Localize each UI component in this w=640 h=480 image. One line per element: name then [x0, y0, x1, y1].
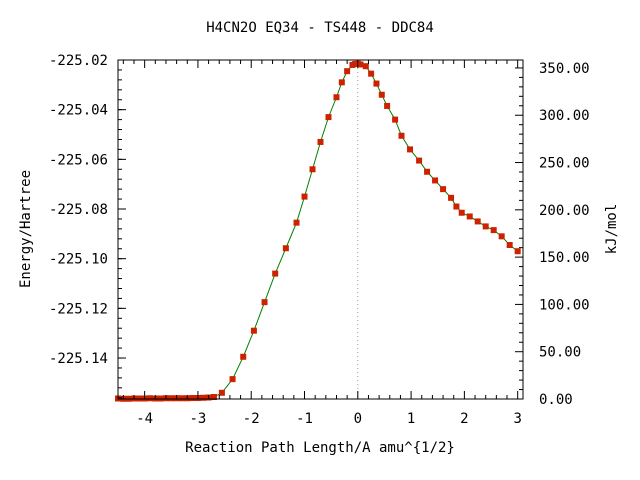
- x-tick-label: -1: [296, 411, 313, 427]
- data-point: [333, 94, 340, 101]
- y-tick-label: -225.14: [49, 351, 108, 367]
- data-point: [362, 63, 369, 70]
- y-tick-label: -225.02: [49, 53, 108, 69]
- data-point: [250, 327, 257, 334]
- y2-tick-label: 350.00: [539, 61, 590, 77]
- plot-axes: -4 -3 -2 -1 0 1 2 3 -225.02 -225.04 -225.06 -225.08…: [49, 53, 590, 427]
- data-point: [392, 116, 399, 123]
- data-point: [293, 219, 300, 226]
- chart-title: H4CN2O EQ34 - TS448 - DDC84: [206, 20, 434, 36]
- y2-tick-label: 300.00: [539, 108, 590, 124]
- x-tick-label: 3: [513, 411, 521, 427]
- x-axis-label: Reaction Path Length/A amu^{1/2}: [185, 440, 455, 456]
- data-point: [344, 68, 351, 75]
- series-line: [117, 63, 518, 400]
- data-point: [317, 138, 324, 145]
- data-point: [301, 193, 308, 200]
- x-tick-label: 2: [460, 411, 468, 427]
- y2-tick-label: 150.00: [539, 250, 590, 266]
- data-point: [448, 194, 455, 201]
- x-tick-label: -2: [243, 411, 260, 427]
- data-point: [440, 186, 447, 193]
- data-point: [398, 132, 405, 139]
- y-tick-label: -225.06: [49, 152, 108, 168]
- y2-tick-label: 200.00: [539, 203, 590, 219]
- y2-tick-label: 50.00: [539, 345, 581, 361]
- data-point: [189, 395, 196, 402]
- y2-tick-label: 250.00: [539, 156, 590, 172]
- data-point: [261, 299, 268, 306]
- data-point: [416, 157, 423, 164]
- data-point: [178, 395, 185, 402]
- data-point: [432, 177, 439, 184]
- data-point: [458, 209, 465, 216]
- data-point: [282, 245, 289, 252]
- plot-frame: [117, 59, 524, 400]
- x-tick-label: -4: [136, 411, 153, 427]
- y2-tick-label: 0.00: [539, 392, 573, 408]
- data-point: [168, 395, 175, 402]
- data-point: [506, 242, 513, 249]
- data-point: [373, 80, 380, 87]
- data-point: [474, 218, 481, 225]
- data-point: [309, 166, 316, 173]
- data-point: [453, 203, 460, 210]
- data-point: [240, 353, 247, 360]
- data-point: [378, 91, 385, 98]
- x-tick-label: 0: [354, 411, 362, 427]
- y-axis-label: Energy/Hartree: [18, 170, 34, 288]
- data-point: [357, 61, 364, 68]
- data-point: [424, 168, 431, 175]
- data-point: [146, 395, 153, 402]
- y2-axis-label: kJ/mol: [604, 204, 620, 255]
- data-point: [338, 79, 345, 86]
- data-point: [384, 102, 391, 109]
- y-tick-label: -225.08: [49, 202, 108, 218]
- x-tick-label: 1: [407, 411, 415, 427]
- data-point: [229, 376, 236, 383]
- y-tick-label: -225.10: [49, 252, 108, 268]
- data-point: [482, 223, 489, 230]
- data-point: [407, 146, 414, 153]
- data-point: [514, 248, 521, 255]
- plot-series: [115, 60, 521, 402]
- data-point: [218, 389, 225, 396]
- y2-tick-label: 100.00: [539, 297, 590, 313]
- data-point: [490, 227, 497, 234]
- data-point: [200, 394, 207, 401]
- y-tick-label: -225.04: [49, 103, 108, 119]
- data-point: [466, 213, 473, 220]
- data-point: [368, 70, 375, 77]
- y-tick-label: -225.12: [49, 301, 108, 317]
- data-point: [498, 233, 505, 240]
- data-point: [210, 394, 217, 401]
- x-tick-label: -3: [190, 411, 207, 427]
- data-point: [325, 114, 332, 121]
- data-point: [272, 270, 279, 277]
